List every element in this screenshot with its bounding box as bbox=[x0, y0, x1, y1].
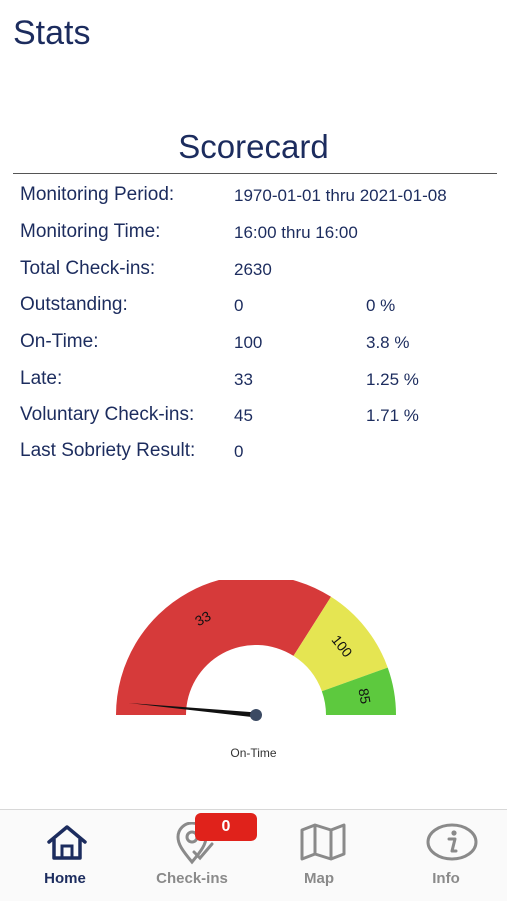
stat-row-late: Late: 33 1.25 % bbox=[20, 368, 490, 398]
stat-row-on-time: On-Time: 100 3.8 % bbox=[20, 331, 490, 361]
stat-percent: 1.25 % bbox=[366, 370, 419, 389]
stat-value: 0 bbox=[234, 442, 244, 461]
gauge-segment bbox=[293, 596, 388, 692]
stat-value: 100 bbox=[234, 333, 263, 352]
stat-row-last-sobriety: Last Sobriety Result: 0 bbox=[20, 440, 490, 470]
tab-home[interactable]: Home bbox=[10, 810, 120, 901]
gauge-segment-label: 85 bbox=[355, 687, 373, 705]
stat-label: Total Check-ins: bbox=[20, 258, 156, 279]
map-icon bbox=[300, 823, 346, 861]
stat-label: Late: bbox=[20, 368, 63, 389]
tab-info[interactable]: Info bbox=[391, 810, 501, 901]
stat-value: 16:00 thru 16:00 bbox=[234, 223, 358, 242]
stat-row-monitoring-time: Monitoring Time: 16:00 thru 16:00 bbox=[20, 221, 490, 251]
stat-percent: 3.8 % bbox=[366, 333, 410, 352]
home-icon bbox=[47, 825, 87, 860]
stat-value: 0 bbox=[234, 296, 244, 315]
gauge-segment bbox=[116, 580, 332, 715]
stat-label: Voluntary Check-ins: bbox=[20, 404, 195, 425]
stat-row-voluntary-checkins: Voluntary Check-ins: 45 1.71 % bbox=[20, 404, 490, 434]
page-title: Stats bbox=[13, 14, 91, 52]
stat-row-monitoring-period: Monitoring Period: 1970-01-01 thru 2021-… bbox=[20, 184, 490, 214]
stat-label: Monitoring Period: bbox=[20, 184, 175, 205]
scorecard-title: Scorecard bbox=[178, 128, 329, 165]
stat-value: 2630 bbox=[234, 260, 272, 279]
info-icon bbox=[426, 823, 478, 861]
stat-label: Last Sobriety Result: bbox=[20, 440, 196, 461]
stat-percent: 1.71 % bbox=[366, 406, 419, 425]
scorecard-divider bbox=[13, 173, 497, 174]
tab-map[interactable]: Map bbox=[264, 810, 374, 901]
gauge-segment bbox=[321, 667, 396, 715]
tab-label: Home bbox=[44, 870, 86, 887]
stat-label: Monitoring Time: bbox=[20, 221, 161, 242]
stat-value: 1970-01-01 thru 2021-01-08 bbox=[234, 186, 447, 205]
stat-value: 33 bbox=[234, 370, 253, 389]
gauge-needle bbox=[128, 702, 257, 718]
tab-label: Info bbox=[432, 870, 460, 887]
gauge-segment-label: 33 bbox=[192, 607, 214, 629]
stat-percent: 0 % bbox=[366, 296, 396, 315]
tab-label: Map bbox=[304, 870, 334, 887]
gauge-label: On-Time bbox=[230, 746, 277, 760]
stat-row-total-checkins: Total Check-ins: 2630 bbox=[20, 258, 490, 288]
tab-checkins[interactable]: Check-ins bbox=[137, 810, 247, 901]
stat-value: 45 bbox=[234, 406, 253, 425]
stat-row-outstanding: Outstanding: 0 0 % bbox=[20, 294, 490, 324]
stat-label: Outstanding: bbox=[20, 294, 128, 315]
tab-label: Check-ins bbox=[156, 870, 228, 887]
stat-label: On-Time: bbox=[20, 331, 99, 352]
checkins-count-badge: 0 bbox=[195, 813, 257, 841]
gauge-needle-hub bbox=[250, 709, 262, 721]
